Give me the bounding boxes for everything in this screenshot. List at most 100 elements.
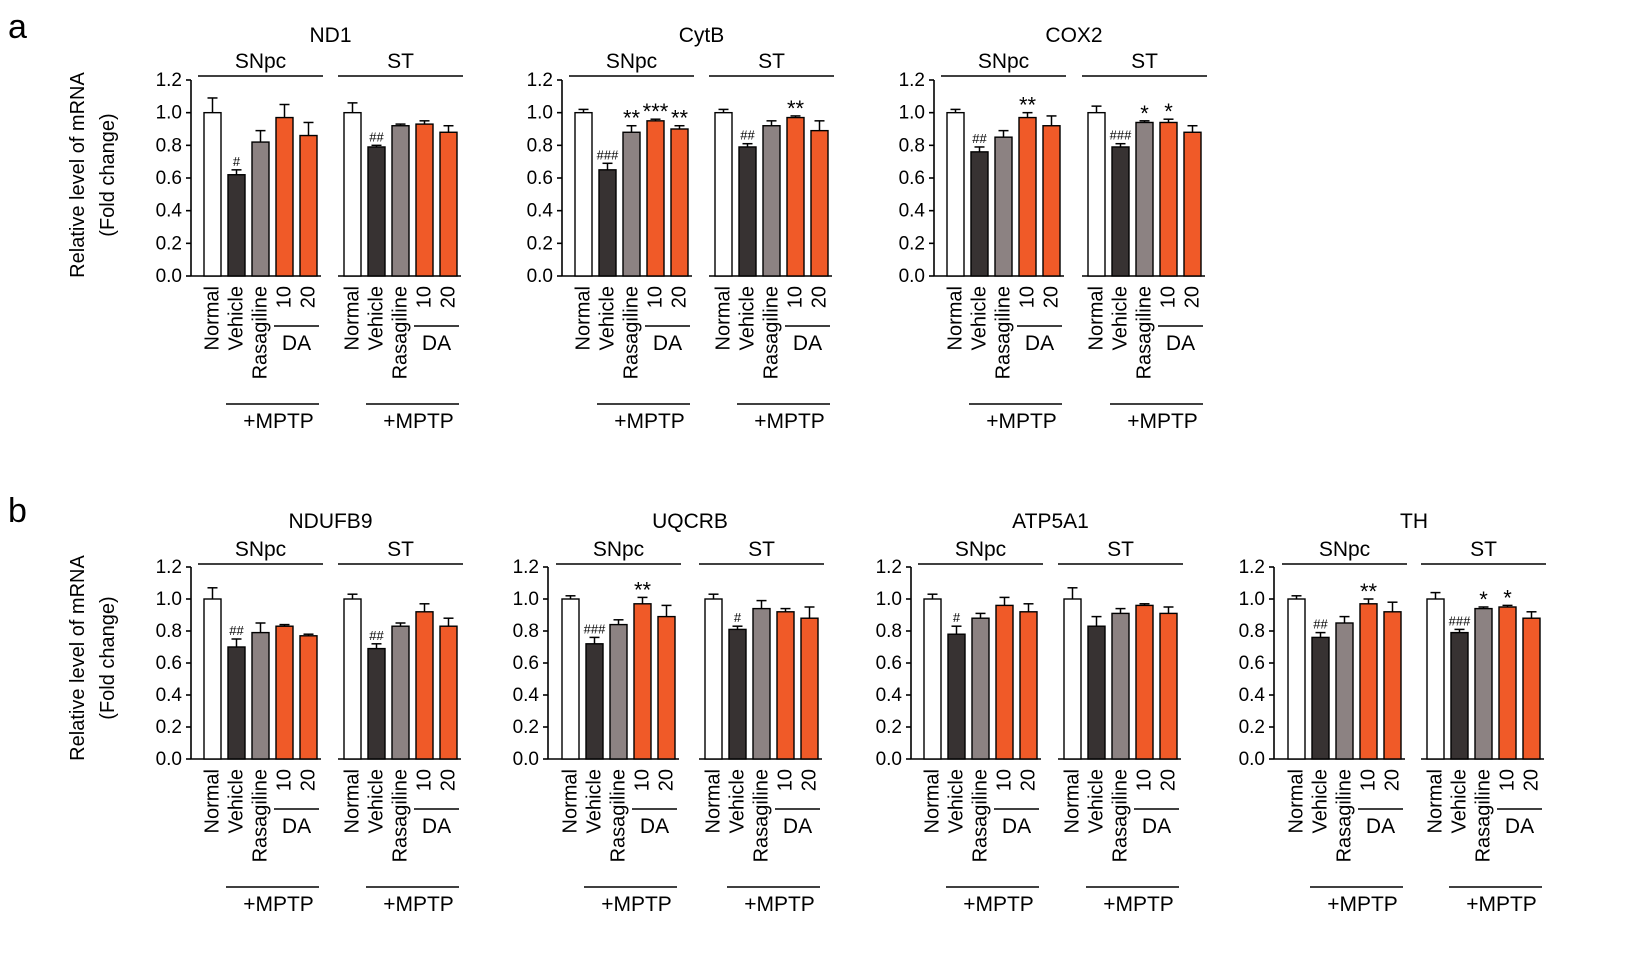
chart-atp5a1: 0.0 0.2 0.4 0.6 0.8 1.0 1.2 ATP5A1 SNpc Normal # Ve…	[876, 510, 1183, 916]
x-tick-label: Rasagiline	[1134, 286, 1156, 379]
y-tick-label: 0.2	[1239, 717, 1265, 738]
mptp-label: +MPTP	[1466, 893, 1537, 916]
group-label-snpc: SNpc	[955, 538, 1006, 561]
bar-st-rasagiline	[1135, 121, 1154, 277]
chart-title: COX2	[1045, 24, 1102, 47]
group-label-snpc: SNpc	[978, 50, 1029, 73]
significance-mark: ***	[643, 99, 669, 124]
chart-cytb: 0.0 0.2 0.4 0.6 0.8 1.0 1.2 CytB SNpc Normal ### Ve…	[527, 24, 834, 433]
y-tick-label: 0.4	[1239, 685, 1266, 706]
panel-b-label: b	[8, 492, 27, 530]
bar-st-vehicle	[1450, 631, 1469, 760]
significance-mark: ##	[972, 131, 987, 146]
bar-st-da-10	[786, 116, 805, 277]
mptp-label: +MPTP	[963, 893, 1034, 916]
x-tick-label: 20	[669, 286, 691, 308]
bar-st-normal	[1087, 111, 1106, 277]
y-tick-label: 0.8	[876, 621, 902, 642]
bar-snpc-vehicle	[227, 646, 246, 760]
y-tick-label: 0.0	[1239, 749, 1265, 770]
bar-snpc-vehicle	[1311, 636, 1330, 760]
bar-st-rasagiline	[391, 625, 410, 760]
da-label: DA	[1002, 815, 1031, 838]
x-tick-label: Rasagiline	[390, 286, 412, 379]
x-tick-label: Vehicle	[1110, 286, 1132, 351]
chart-th: 0.0 0.2 0.4 0.6 0.8 1.0 1.2 TH SNpc Normal ## Vehic…	[1239, 510, 1546, 916]
bar-st-vehicle	[1111, 146, 1130, 277]
y-tick-label: 0.0	[527, 266, 553, 287]
y-tick-label: 1.2	[1239, 557, 1265, 578]
bar-st-da-20	[800, 617, 819, 760]
bar-snpc-vehicle	[598, 169, 617, 277]
bar-st-normal	[704, 598, 723, 760]
x-tick-label: 10	[1158, 286, 1180, 308]
da-label: DA	[282, 332, 311, 355]
y-tick-label: 0.4	[513, 685, 540, 706]
bar-st-da-10	[415, 611, 434, 760]
group-label-st: ST	[748, 538, 775, 561]
y-tick-label: 0.2	[156, 717, 182, 738]
y-tick-label: 0.8	[156, 621, 182, 642]
x-tick-label: Normal	[342, 769, 364, 833]
x-tick-label: Vehicle	[727, 769, 749, 834]
x-tick-label: Rasagiline	[993, 286, 1015, 379]
bar-st-vehicle	[367, 146, 386, 277]
chart-title: TH	[1400, 510, 1428, 533]
bar-st-vehicle	[367, 647, 386, 760]
mptp-label: +MPTP	[754, 410, 825, 433]
significance-mark: ###	[1449, 613, 1471, 628]
bar-snpc-da-10	[646, 120, 665, 277]
bar-snpc-da-20	[1383, 611, 1402, 760]
bar-snpc-rasagiline	[622, 131, 641, 277]
y-tick-label: 0.6	[156, 168, 182, 189]
mptp-label: +MPTP	[383, 410, 454, 433]
x-tick-label: 20	[1158, 769, 1180, 791]
bar-snpc-da-20	[299, 635, 318, 760]
x-tick-label: Vehicle	[226, 286, 248, 351]
bar-st-da-20	[439, 131, 458, 277]
x-tick-label: 20	[438, 769, 460, 791]
bar-st-rasagiline	[1111, 612, 1130, 760]
mptp-label: +MPTP	[243, 893, 314, 916]
x-tick-label: Normal	[713, 286, 735, 350]
x-tick-label: Normal	[202, 286, 224, 350]
x-tick-label: Rasagiline	[621, 286, 643, 379]
bar-st-vehicle	[728, 628, 747, 760]
y-tick-label: 1.2	[876, 557, 902, 578]
x-tick-label: Rasagiline	[751, 769, 773, 862]
bar-snpc-vehicle	[227, 174, 246, 277]
y-tick-label: 1.2	[899, 70, 925, 91]
bar-st-normal	[343, 598, 362, 760]
da-label: DA	[1142, 815, 1171, 838]
x-tick-label: Rasagiline	[970, 769, 992, 862]
bar-snpc-rasagiline	[609, 623, 628, 760]
y-tick-label: 0.4	[527, 201, 554, 222]
bar-snpc-da-20	[299, 134, 318, 277]
y-tick-label: 0.0	[876, 749, 902, 770]
chart-uqcrb: 0.0 0.2 0.4 0.6 0.8 1.0 1.2 UQCRB SNpc Normal ### V…	[513, 510, 824, 916]
x-tick-label: Vehicle	[946, 769, 968, 834]
y-tick-label: 0.2	[527, 233, 553, 254]
bar-st-rasagiline	[762, 125, 781, 277]
chart-title: ND1	[309, 24, 351, 47]
x-tick-label: Rasagiline	[1334, 769, 1356, 862]
da-label: DA	[783, 815, 812, 838]
x-tick-label: Normal	[573, 286, 595, 350]
y-tick-label: 1.0	[876, 589, 902, 610]
mptp-label: +MPTP	[1103, 893, 1174, 916]
group-label-snpc: SNpc	[593, 538, 644, 561]
bar-st-vehicle	[1087, 625, 1106, 760]
significance-mark: **	[787, 96, 805, 121]
bar-st-normal	[343, 111, 362, 277]
bar-snpc-da-20	[1019, 611, 1038, 760]
x-tick-label: Normal	[703, 769, 725, 833]
x-tick-label: Rasagiline	[1473, 769, 1495, 862]
mptp-label: +MPTP	[383, 893, 454, 916]
x-tick-label: Normal	[202, 769, 224, 833]
bar-snpc-normal	[923, 598, 942, 760]
x-tick-label: Vehicle	[1310, 769, 1332, 834]
y-tick-label: 0.6	[899, 168, 925, 189]
significance-mark: **	[634, 577, 652, 602]
